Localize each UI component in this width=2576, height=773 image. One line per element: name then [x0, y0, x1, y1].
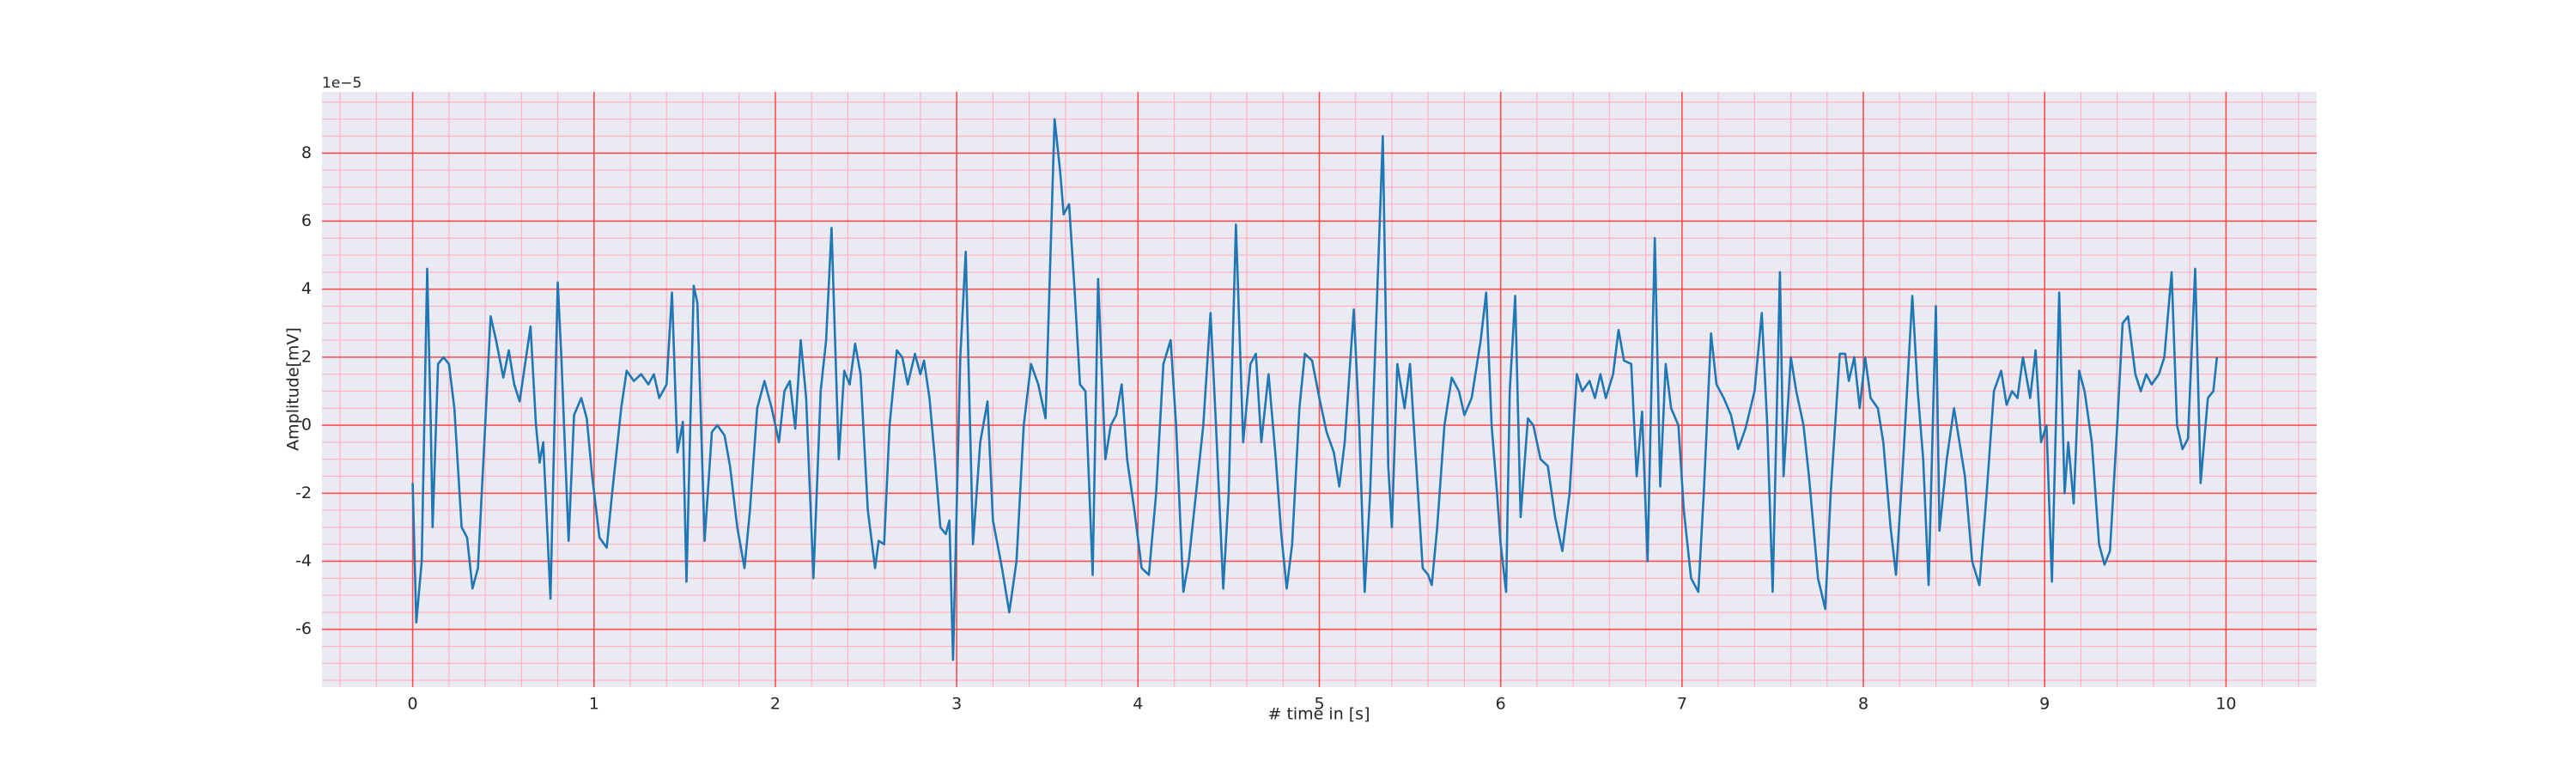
x-tick-label: 4	[1133, 695, 1143, 714]
x-tick-label: 0	[408, 695, 418, 714]
x-tick-label: 5	[1314, 695, 1324, 714]
x-tick-label: 2	[770, 695, 781, 714]
y-tick-label: 6	[301, 211, 312, 230]
x-tick-label: 3	[951, 695, 962, 714]
y-tick-label: 2	[301, 347, 312, 366]
x-axis-label: # time in [s]	[1267, 705, 1370, 724]
y-axis-label: Amplitude[mV]	[284, 327, 303, 451]
x-tick-label: 1	[589, 695, 599, 714]
signal-line	[411, 118, 2219, 661]
plot-area	[322, 92, 2317, 687]
y-tick-label: -4	[295, 551, 312, 570]
x-tick-label: 8	[1858, 695, 1868, 714]
offset-text: 1e−5	[322, 75, 361, 92]
x-tick-label: 6	[1496, 695, 1506, 714]
y-tick-label: -6	[295, 619, 312, 638]
x-tick-label: 9	[2039, 695, 2050, 714]
y-tick-label: -2	[295, 484, 312, 502]
x-tick-label: 7	[1677, 695, 1687, 714]
x-tick-label: 10	[2215, 695, 2236, 714]
y-tick-label: 0	[301, 416, 312, 435]
y-tick-label: 8	[301, 143, 312, 162]
y-tick-label: 4	[301, 279, 312, 298]
